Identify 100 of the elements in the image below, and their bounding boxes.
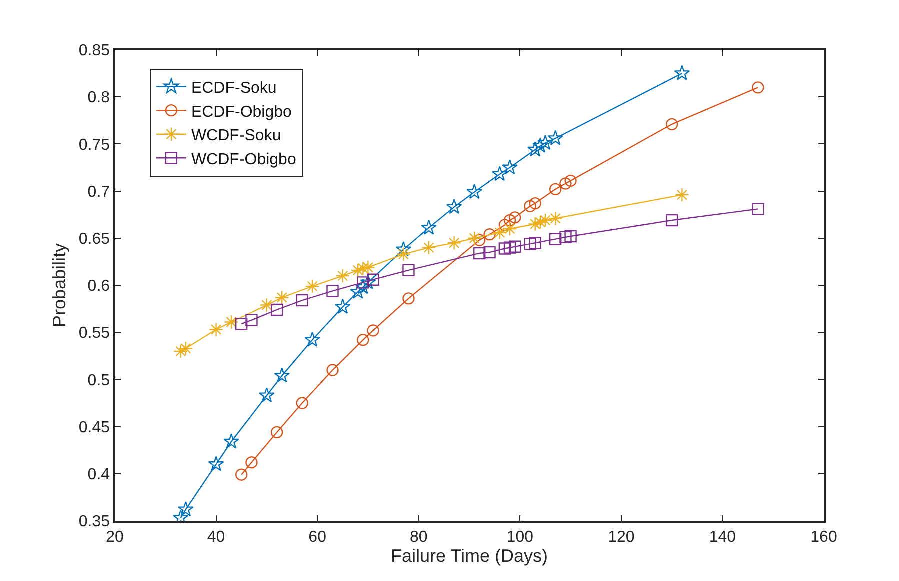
x-tick-label: 40	[207, 528, 226, 546]
point	[402, 264, 415, 277]
point	[224, 315, 239, 330]
point	[260, 298, 274, 312]
point	[548, 130, 564, 146]
legend-label: WCDF-Soku	[191, 128, 282, 145]
point	[529, 237, 542, 250]
point	[174, 344, 188, 359]
point	[549, 233, 562, 246]
point	[421, 220, 437, 235]
point	[666, 118, 678, 131]
point	[355, 279, 372, 294]
point	[336, 268, 350, 284]
point	[504, 242, 516, 254]
point	[492, 166, 508, 182]
point	[474, 234, 486, 246]
legend-label: WCDF-Obigbo	[191, 151, 296, 168]
point	[467, 231, 482, 246]
point	[675, 188, 690, 202]
point	[422, 240, 436, 256]
point	[484, 246, 496, 259]
point	[502, 159, 518, 175]
point	[357, 334, 370, 346]
point	[367, 274, 380, 286]
x-tick-label: 100	[506, 528, 534, 546]
y-tick-label: 0.8	[88, 90, 110, 107]
point	[484, 228, 496, 241]
point	[560, 231, 572, 244]
x-tick-label: 80	[410, 528, 428, 546]
point	[538, 134, 554, 150]
point	[492, 226, 508, 240]
y-tick-label: 0.5	[88, 372, 110, 390]
y-tick-label: 0.75	[78, 136, 110, 154]
point	[508, 240, 522, 253]
point	[533, 215, 548, 230]
point	[508, 212, 522, 224]
legend-label: ECDF-Obigbo	[191, 104, 292, 121]
point	[350, 284, 366, 299]
point	[274, 290, 290, 305]
y-tick-label: 0.35	[78, 514, 110, 531]
point	[296, 294, 308, 307]
point	[548, 211, 563, 226]
point	[474, 247, 486, 260]
y-tick-label: 0.7	[88, 184, 110, 201]
point	[666, 214, 678, 227]
point	[528, 217, 543, 232]
point	[504, 214, 516, 227]
point	[178, 501, 194, 517]
point	[752, 82, 764, 94]
point	[396, 241, 412, 257]
y-tick-label: 0.6	[88, 278, 110, 296]
point	[236, 468, 248, 481]
point	[560, 178, 572, 190]
y-tick-label: 0.45	[78, 419, 110, 436]
x-tick-label: 120	[608, 528, 635, 546]
point	[549, 183, 562, 196]
point	[259, 387, 275, 403]
point	[305, 279, 320, 294]
point	[334, 298, 351, 314]
point	[209, 322, 224, 337]
point	[447, 236, 462, 250]
y-axis-title: Probability	[50, 243, 70, 328]
point	[236, 318, 248, 330]
x-tick-label: 60	[308, 528, 327, 546]
x-axis-title: Failure Time (Days)	[390, 546, 548, 566]
point	[224, 434, 240, 449]
point	[350, 263, 366, 278]
x-tick-label: 140	[709, 528, 736, 546]
point	[274, 368, 290, 383]
point	[360, 274, 376, 290]
point	[446, 199, 462, 214]
point	[326, 364, 339, 376]
point	[498, 242, 512, 255]
point	[564, 230, 577, 243]
point	[752, 203, 764, 216]
point	[246, 314, 258, 326]
point	[502, 222, 518, 236]
y-tick-label: 0.85	[78, 42, 110, 60]
point	[246, 456, 258, 469]
point	[357, 276, 370, 289]
x-tick-label: 20	[106, 528, 124, 546]
y-tick-label: 0.65	[78, 231, 110, 248]
x-tick-label: 160	[810, 528, 838, 546]
point	[538, 213, 553, 228]
point	[296, 397, 308, 410]
point	[326, 285, 339, 298]
y-tick-label: 0.4	[88, 466, 110, 484]
y-tick-label: 0.55	[78, 325, 110, 342]
point	[402, 292, 415, 305]
point	[524, 200, 536, 212]
point	[564, 174, 577, 188]
point	[674, 65, 690, 80]
point	[498, 219, 512, 232]
point	[524, 238, 536, 250]
point	[396, 247, 411, 262]
legend-label: ECDF-Soku	[191, 80, 277, 97]
point	[466, 184, 482, 200]
point	[532, 138, 548, 153]
point	[270, 426, 284, 439]
point	[208, 456, 224, 472]
